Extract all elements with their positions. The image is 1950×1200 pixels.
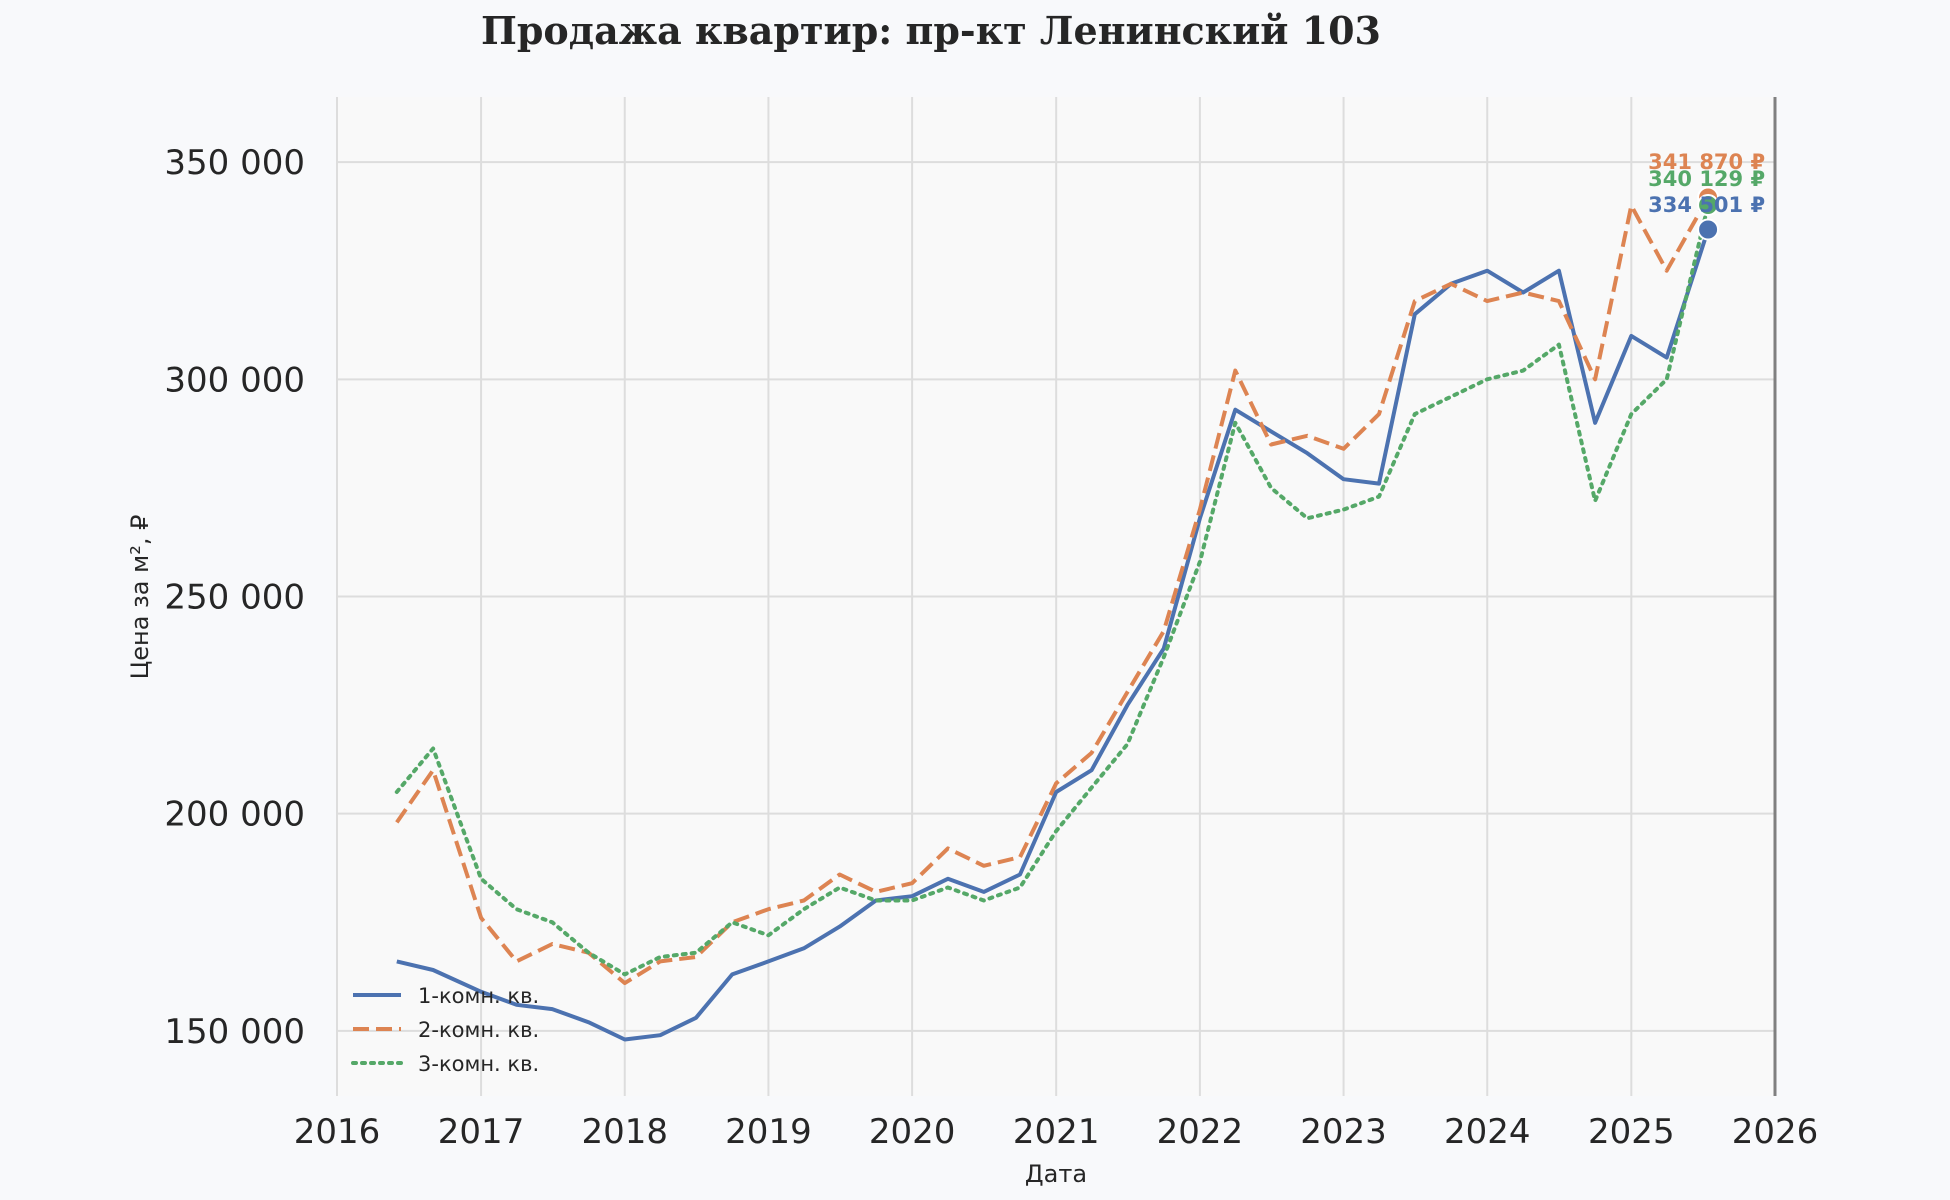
legend-label: 2-комн. кв. [418, 1018, 539, 1042]
end-value-label: 334 501 ₽ [1648, 193, 1765, 217]
x-axis-title: Дата [1025, 1160, 1087, 1188]
x-tick-label: 2019 [725, 1112, 812, 1152]
legend: 1-комн. кв. 2-комн. кв. 3-комн. кв. [351, 984, 539, 1076]
x-tick-label: 2023 [1300, 1112, 1387, 1152]
legend-label: 1-комн. кв. [418, 984, 539, 1008]
y-axis-title: Цена за м², ₽ [126, 515, 154, 680]
legend-label: 3-комн. кв. [418, 1052, 539, 1076]
chart-title: Продажа квартир: пр-кт Ленинский 103 [480, 8, 1382, 53]
series-end-marker [1697, 194, 1720, 217]
y-tick-label: 200 000 [164, 795, 305, 835]
series-line-1 [396, 228, 1711, 1042]
series-line-2 [395, 196, 1710, 986]
y-tick-label: 350 000 [164, 143, 305, 183]
x-tick-label: 2020 [869, 1112, 956, 1152]
axis-ticks: 2016 2017 2018 2019 2020 2021 2022 2023 2024 2025… [164, 143, 1818, 1152]
x-tick-label: 2025 [1588, 1112, 1675, 1152]
series-lines [394, 196, 1711, 1042]
x-tick-label: 2026 [1732, 1112, 1819, 1152]
y-tick-label: 150 000 [164, 1012, 305, 1052]
series-end-marker [1697, 218, 1720, 241]
x-tick-label: 2018 [581, 1112, 668, 1152]
x-tick-label: 2024 [1444, 1112, 1531, 1152]
x-tick-label: 2017 [438, 1112, 525, 1152]
end-markers: 341 870 ₽340 129 ₽334 501 ₽ [1648, 150, 1765, 241]
end-value-label: 340 129 ₽ [1648, 167, 1765, 191]
x-tick-label: 2021 [1013, 1112, 1100, 1152]
end-value-label: 341 870 ₽ [1648, 150, 1765, 174]
grid-lines [336, 97, 1776, 1096]
y-tick-label: 300 000 [164, 360, 305, 400]
series-line-3 [394, 203, 1711, 977]
x-tick-label: 2016 [294, 1112, 381, 1152]
y-tick-label: 250 000 [164, 578, 305, 618]
x-tick-label: 2022 [1157, 1112, 1244, 1152]
